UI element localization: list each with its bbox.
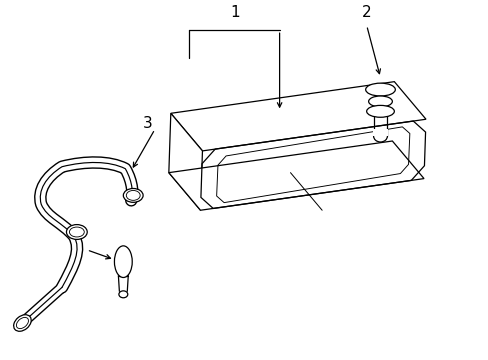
Ellipse shape (14, 315, 31, 331)
Ellipse shape (114, 246, 132, 278)
Bar (372, 129, 387, 136)
Ellipse shape (368, 96, 391, 107)
Text: 2: 2 (361, 5, 371, 20)
Text: 1: 1 (230, 5, 240, 20)
Ellipse shape (66, 225, 87, 239)
Polygon shape (170, 82, 425, 151)
Ellipse shape (123, 189, 143, 202)
Polygon shape (168, 113, 202, 210)
Ellipse shape (119, 291, 127, 298)
Text: 3: 3 (143, 116, 153, 131)
Ellipse shape (373, 130, 386, 142)
Ellipse shape (366, 105, 393, 117)
Ellipse shape (365, 83, 394, 96)
Text: 4: 4 (72, 242, 81, 257)
Polygon shape (168, 141, 423, 210)
